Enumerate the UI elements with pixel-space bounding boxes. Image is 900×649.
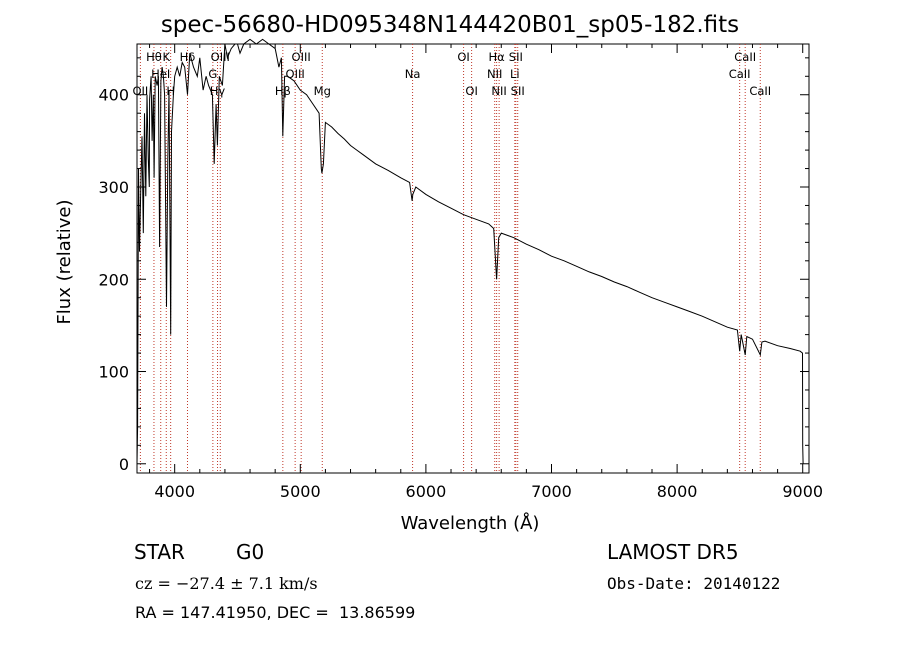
line-marker-label: OII	[132, 84, 148, 98]
redshift-text: cz = −27.4 ± 7.1 km/s	[135, 574, 318, 593]
x-axis-label: Wavelength (Å)	[401, 512, 540, 534]
x-tick-label: 6000	[406, 482, 447, 501]
x-tick-label: 4000	[154, 482, 195, 501]
line-marker-labels: OIIHθHeIKHHδGHγOIIIHβOIIIOIIIMgNaOIOINII…	[132, 50, 771, 98]
x-tick-label: 8000	[657, 482, 698, 501]
line-marker-label: OIII	[292, 50, 311, 64]
line-marker-label: Mg	[314, 84, 331, 98]
line-marker-label: Hθ	[146, 50, 162, 64]
line-marker-label: CaII	[749, 84, 771, 98]
x-tick-label: 5000	[280, 482, 321, 501]
coordinates-text: RA = 147.41950, DEC = 13.86599	[135, 603, 416, 622]
line-marker-label: H	[166, 84, 175, 98]
line-marker-label: CaII	[734, 50, 756, 64]
line-marker-label: NII	[491, 84, 506, 98]
line-markers	[139, 44, 761, 473]
x-axis-ticks: 4000 5000 6000 7000 8000 9000	[149, 44, 823, 501]
line-marker-label: Na	[405, 67, 421, 81]
plot-frame	[136, 43, 810, 474]
y-axis-label: Flux (relative)	[54, 199, 75, 324]
y-tick-label: 0	[119, 455, 129, 474]
line-marker-label: OIII	[286, 67, 305, 81]
line-marker-label: K	[162, 50, 170, 64]
line-marker-label: CaII	[729, 67, 751, 81]
line-marker-label: SII	[509, 50, 523, 64]
y-tick-label: 400	[98, 86, 129, 105]
line-marker-label: OI	[465, 84, 477, 98]
line-marker-label: OI	[457, 50, 469, 64]
line-marker-label: HeI	[151, 67, 170, 81]
line-marker-label: Hβ	[275, 84, 291, 98]
line-marker-label: Hα	[488, 50, 505, 64]
line-marker-label: Hγ	[210, 84, 226, 98]
survey-name: LAMOST DR5	[607, 540, 739, 564]
line-marker-label: NII	[487, 67, 502, 81]
y-axis-ticks: 0 100 200 300 400	[98, 57, 809, 474]
line-marker-label: Li	[510, 67, 520, 81]
line-marker-label: OIII	[211, 50, 230, 64]
spectrum-line	[136, 38, 804, 464]
line-marker-label: SII	[511, 84, 525, 98]
y-tick-label: 300	[98, 178, 129, 197]
object-subclass: G0	[236, 540, 265, 564]
chart-title: spec-56680-HD095348N144420B01_sp05-182.f…	[160, 12, 740, 38]
x-tick-label: 7000	[531, 482, 572, 501]
object-class: STAR	[134, 540, 185, 564]
y-tick-label: 200	[98, 270, 129, 289]
y-tick-label: 100	[98, 363, 129, 382]
x-tick-label: 9000	[782, 482, 823, 501]
obs-date-text: Obs-Date: 20140122	[607, 574, 781, 593]
line-marker-label: G	[208, 67, 217, 81]
